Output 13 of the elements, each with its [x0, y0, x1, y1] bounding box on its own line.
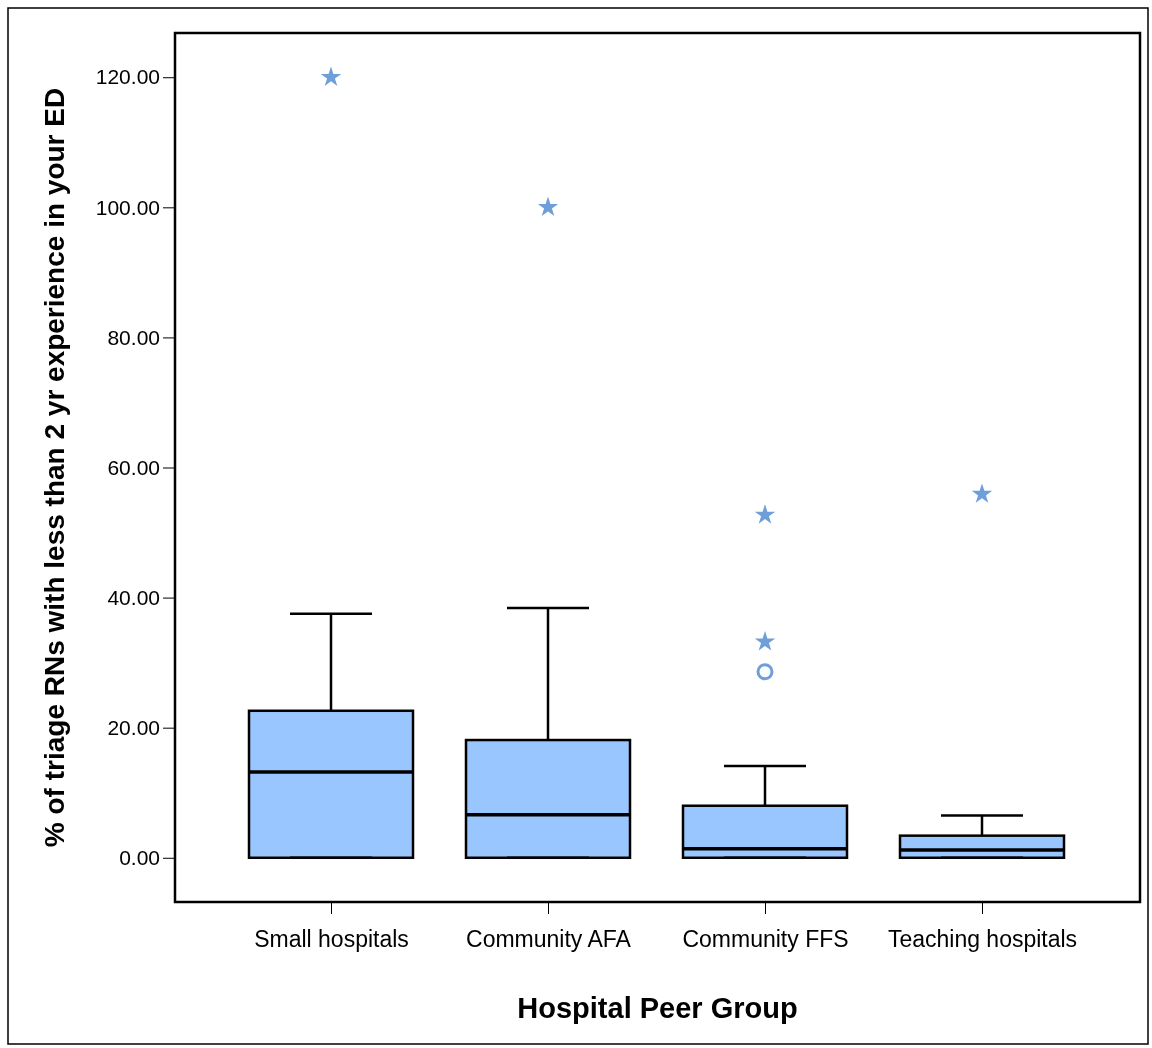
y-tick-label: 0.00 [119, 845, 160, 869]
y-tick-label: 120.00 [95, 65, 160, 89]
y-tick-label: 60.00 [107, 455, 160, 479]
y-tick-label: 100.00 [95, 195, 160, 219]
x-tick-label: Small hospitals [254, 925, 409, 952]
x-tick-label: Teaching hospitals [887, 925, 1078, 952]
y-tick-label: 80.00 [107, 325, 160, 349]
x-tick-label: Community AFA [466, 925, 632, 952]
y-tick-label: 40.00 [107, 585, 160, 609]
y-axis-title: % of triage RNs with less than 2 yr experience in your ED [39, 87, 70, 848]
x-axis-title: Hospital Peer Group [517, 992, 798, 1024]
y-tick-label: 20.00 [107, 715, 160, 739]
x-tick-label: Community FFS [682, 925, 849, 952]
